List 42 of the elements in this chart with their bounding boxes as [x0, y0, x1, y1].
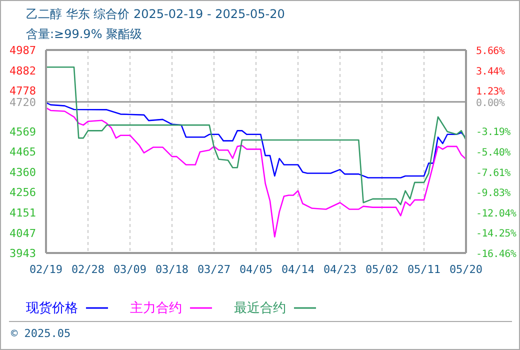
y-tick-label: 4720: [10, 96, 36, 109]
y2-tick-label: -14.25%: [476, 228, 516, 240]
chart-title: 乙二醇 华东 综合价 2025-02-19 - 2025-05-20: [26, 6, 285, 23]
chart-subtitle: 含量:≥99.9% 聚酯级: [26, 26, 142, 43]
x-tick-label: 05/11: [407, 263, 441, 276]
x-tick-label: 03/09: [113, 263, 147, 276]
y2-tick-label: -9.83%: [476, 188, 511, 200]
x-tick-label: 05/20: [449, 263, 483, 276]
y2-tick-label: 0.00%: [476, 98, 505, 109]
y2-tick-label: -16.46%: [476, 249, 516, 260]
x-tick-label: 02/28: [71, 263, 105, 276]
y-tick-label: 4256: [10, 186, 36, 200]
y2-tick-label: -5.40%: [476, 148, 511, 158]
y-tick-label: 4360: [10, 166, 36, 179]
line-series: [46, 102, 466, 178]
x-tick-label: 03/27: [197, 263, 231, 276]
line-series: [46, 107, 466, 238]
y-tick-label: 4465: [10, 146, 36, 158]
x-tick-label: 04/14: [281, 263, 315, 276]
y2-tick-label: 1.23%: [476, 86, 505, 98]
y2-tick-label: -3.19%: [476, 127, 511, 138]
legend-label: 现货价格: [26, 300, 78, 317]
y-tick-label: 4047: [10, 226, 36, 240]
y-tick-label: 4987: [10, 44, 36, 57]
y2-tick-label: 3.44%: [476, 66, 505, 78]
x-tick-label: 02/19: [29, 263, 63, 276]
x-tick-label: 04/23: [323, 263, 357, 276]
x-tick-label: 03/18: [155, 263, 189, 276]
x-tick-label: 05/02: [365, 263, 399, 276]
y-tick-label: 4151: [10, 206, 36, 220]
legend-label: 最近合约: [234, 300, 286, 317]
x-tick-label: 04/05: [239, 263, 273, 276]
y-tick-label: 4778: [10, 84, 36, 98]
y-tick-label: 4569: [10, 125, 36, 138]
y2-tick-label: 5.66%: [476, 46, 505, 57]
legend-label: 主力合约: [130, 300, 182, 317]
y-tick-label: 4882: [10, 64, 36, 78]
text: © 2025.05: [11, 327, 71, 340]
y2-tick-label: -7.61%: [476, 168, 511, 179]
y-tick-label: 3943: [10, 247, 36, 260]
line-series: [46, 66, 466, 206]
y2-tick-label: -12.04%: [476, 208, 516, 220]
